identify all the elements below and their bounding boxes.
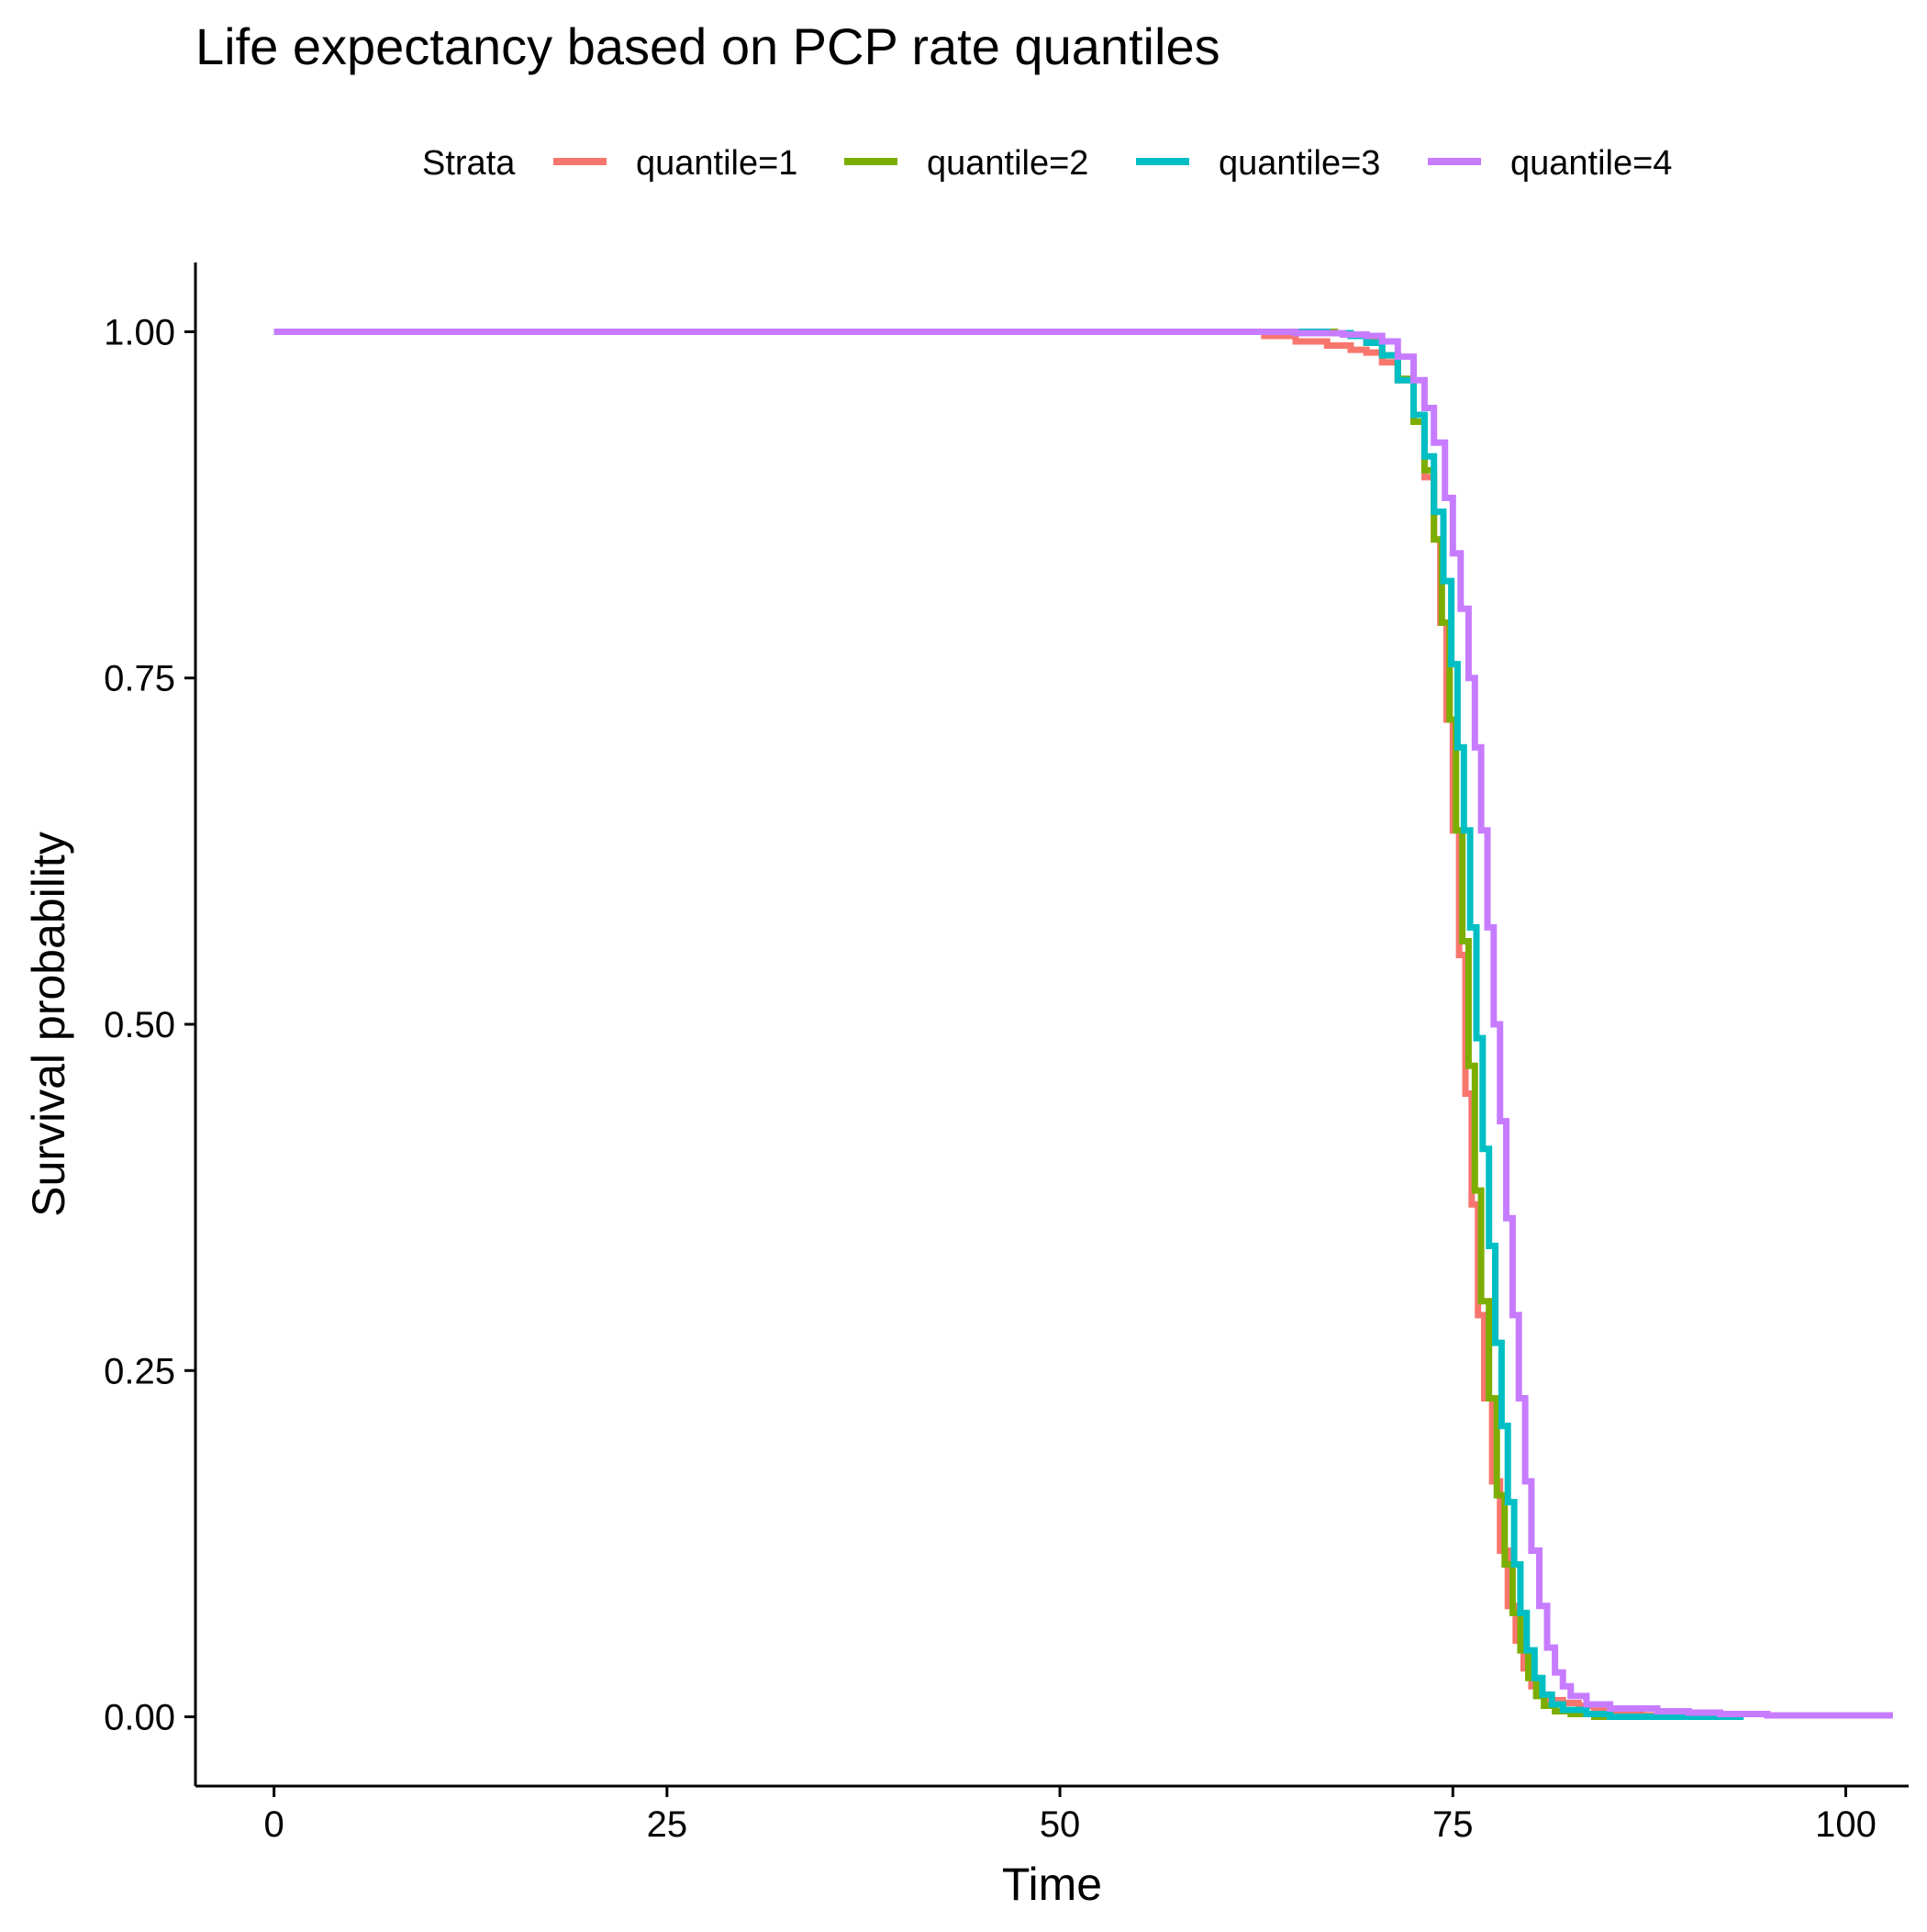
legend-label-quantile-3: quantile=3: [1219, 144, 1380, 183]
x-tick-label: 25: [647, 1804, 688, 1845]
x-tick-label: 75: [1432, 1804, 1474, 1845]
legend-label-quantile-1: quantile=1: [636, 144, 797, 183]
x-tick-label: 0: [264, 1804, 284, 1845]
x-tick-label: 100: [1815, 1804, 1877, 1845]
y-axis-label: Survival probability: [23, 832, 74, 1217]
x-axis-label: Time: [1002, 1859, 1102, 1910]
x-ticks: 0 25 50 75 100: [264, 1786, 1877, 1845]
x-tick-label: 50: [1040, 1804, 1081, 1845]
legend-items: quantile=1 quantile=2 quantile=3 quantile=4: [553, 144, 1672, 183]
series-layer: [273, 329, 1893, 1720]
y-tick-label: 0.25: [104, 1351, 175, 1391]
series-line-quantile-1: [273, 329, 1744, 1720]
series-line-quantile-3: [273, 329, 1744, 1720]
legend-label-quantile-2: quantile=2: [927, 144, 1088, 183]
y-tick-label: 0.00: [104, 1698, 175, 1738]
y-tick-label: 1.00: [104, 312, 175, 352]
series-line-quantile-2: [273, 329, 1626, 1720]
legend-label-quantile-4: quantile=4: [1510, 144, 1672, 183]
legend: Strata quantile=1 quantile=2 quantile=3 qua…: [422, 144, 1672, 183]
series-line-quantile-4: [273, 329, 1893, 1719]
plot-area: 0 25 50 75 100 0.00 0.25 0.50 0.75 1.00: [104, 262, 1909, 1845]
chart-title: Life expectancy based on PCP rate quanti…: [195, 17, 1220, 75]
legend-title: Strata: [422, 144, 516, 183]
y-tick-label: 0.75: [104, 659, 175, 699]
y-tick-label: 0.50: [104, 1005, 175, 1045]
y-ticks: 0.00 0.25 0.50 0.75 1.00: [104, 312, 195, 1738]
